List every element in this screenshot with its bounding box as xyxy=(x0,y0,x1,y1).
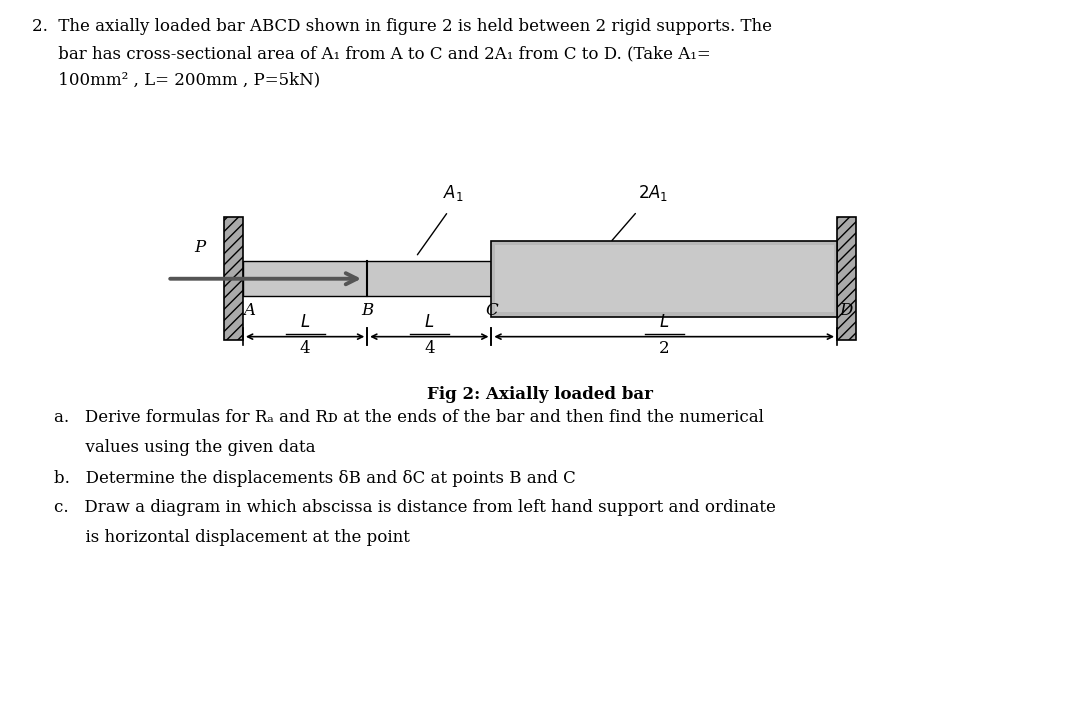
Text: c.   Draw a diagram in which abscissa is distance from left hand support and ord: c. Draw a diagram in which abscissa is d… xyxy=(54,500,775,516)
Text: P: P xyxy=(194,239,205,256)
Bar xyxy=(495,245,834,313)
Text: 2: 2 xyxy=(659,340,670,357)
Text: 4: 4 xyxy=(424,340,434,357)
Text: Fig 2: Axially loaded bar: Fig 2: Axially loaded bar xyxy=(427,386,653,403)
Bar xyxy=(491,240,837,317)
Text: b.   Determine the displacements δB and δC at points B and C: b. Determine the displacements δB and δC… xyxy=(54,470,576,487)
Bar xyxy=(224,217,243,340)
Text: $\mathit{L}$: $\mathit{L}$ xyxy=(300,314,310,331)
Text: C: C xyxy=(485,302,498,319)
Text: D: D xyxy=(839,302,852,319)
Text: 2.  The axially loaded bar ABCD shown in figure 2 is held between 2 rigid suppor: 2. The axially loaded bar ABCD shown in … xyxy=(32,18,772,35)
Text: $\mathit{L}$: $\mathit{L}$ xyxy=(424,314,434,331)
Text: is horizontal displacement at the point: is horizontal displacement at the point xyxy=(54,529,410,546)
Text: $2A_1$: $2A_1$ xyxy=(638,182,669,203)
Text: 100mm² , L= 200mm , P=5kN): 100mm² , L= 200mm , P=5kN) xyxy=(32,72,321,88)
Text: a.   Derive formulas for Rₐ and Rᴅ at the ends of the bar and then find the nume: a. Derive formulas for Rₐ and Rᴅ at the … xyxy=(54,409,764,426)
Bar xyxy=(837,217,856,340)
Text: $A_1$: $A_1$ xyxy=(443,182,464,203)
Bar xyxy=(243,261,491,296)
Text: B: B xyxy=(361,302,374,319)
Text: 4: 4 xyxy=(300,340,310,357)
Text: A: A xyxy=(243,302,255,319)
Text: bar has cross-sectional area of A₁ from A to C and 2A₁ from C to D. (Take A₁=: bar has cross-sectional area of A₁ from … xyxy=(32,45,711,62)
Text: values using the given data: values using the given data xyxy=(54,439,315,455)
Text: $\mathit{L}$: $\mathit{L}$ xyxy=(659,314,670,331)
